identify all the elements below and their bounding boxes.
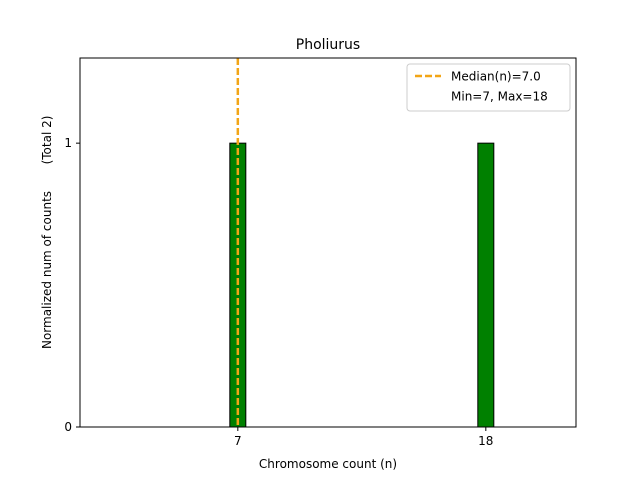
legend-box bbox=[406, 63, 571, 112]
legend: Median(n)=7.0 Min=7, Max=18 bbox=[406, 63, 571, 112]
legend-entry-median: Median(n)=7.0 bbox=[451, 70, 541, 84]
y-ticks: 01 bbox=[64, 136, 80, 434]
y-axis-label: Normalized num of counts bbox=[40, 191, 54, 349]
x-tick-label-18: 18 bbox=[478, 434, 493, 448]
bar-18 bbox=[477, 142, 495, 428]
y-tick-label-1: 1 bbox=[64, 136, 72, 150]
legend-entry-minmax: Min=7, Max=18 bbox=[451, 90, 548, 104]
y-tick-label-0: 0 bbox=[64, 420, 72, 434]
x-axis-label: Chromosome count (n) bbox=[259, 457, 397, 471]
x-tick-label-7: 7 bbox=[234, 434, 242, 448]
y-axis-total-note: (Total 2) bbox=[40, 116, 54, 165]
chart-title: Pholiurus bbox=[296, 37, 360, 53]
plot-frame bbox=[79, 57, 577, 428]
x-ticks: 7 18 bbox=[234, 427, 493, 448]
bars bbox=[229, 142, 495, 428]
